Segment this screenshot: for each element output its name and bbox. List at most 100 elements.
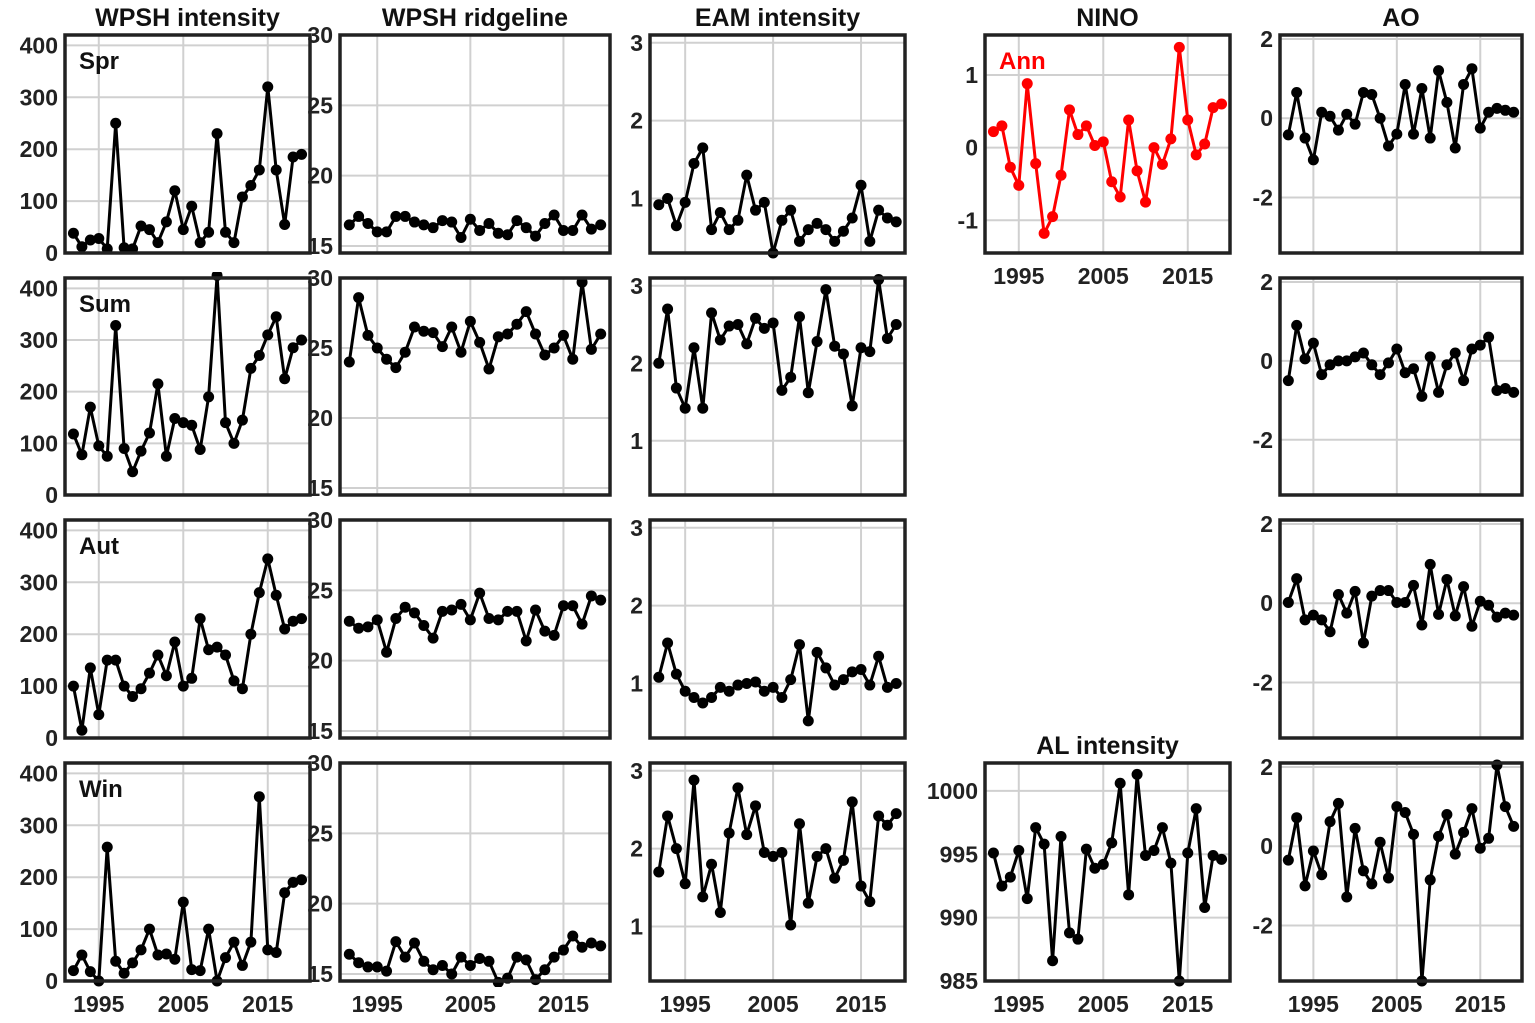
y-tick-label: 300 — [20, 812, 58, 838]
data-point — [688, 774, 700, 786]
data-point — [776, 214, 788, 226]
data-point — [270, 946, 282, 958]
panel-al-win: 985 990 995 1000 1995 2005 2015 AL intensity — [927, 732, 1232, 1017]
data-point — [714, 906, 726, 918]
data-point — [474, 952, 486, 964]
data-point — [110, 654, 122, 666]
data-point — [343, 356, 355, 368]
y-tick-label: 2 — [630, 593, 643, 619]
data-point — [1382, 140, 1394, 152]
data-point — [890, 216, 902, 228]
data-point — [785, 919, 797, 931]
data-point — [1433, 386, 1445, 398]
data-point — [706, 307, 718, 319]
data-point — [548, 629, 560, 641]
data-point — [1097, 858, 1109, 870]
data-point — [793, 235, 805, 247]
data-point — [662, 303, 674, 315]
data-point — [84, 234, 96, 246]
axes-frame — [338, 276, 612, 497]
data-point — [785, 371, 797, 383]
data-point — [520, 635, 532, 647]
data-point — [93, 709, 105, 721]
data-point — [793, 311, 805, 323]
data-point — [296, 874, 308, 886]
data-point — [220, 226, 232, 238]
panel-title: AO — [1382, 4, 1420, 32]
data-point — [262, 329, 274, 341]
y-tick-label: 995 — [940, 841, 979, 867]
x-tick-label: 2015 — [1162, 991, 1213, 1017]
data-point — [1316, 614, 1328, 626]
panel-ao-spr: -2 0 2 AO — [1253, 4, 1524, 255]
data-point — [1349, 585, 1361, 597]
data-point — [1349, 822, 1361, 834]
data-point — [1307, 609, 1319, 621]
x-tick-label: 1995 — [993, 991, 1044, 1017]
y-tick-label: 15 — [307, 475, 333, 501]
data-point — [270, 164, 282, 176]
data-point — [1307, 845, 1319, 857]
data-point — [820, 843, 832, 855]
data-point — [1030, 822, 1042, 834]
series-line — [72, 85, 303, 251]
series-group — [987, 41, 1228, 239]
y-tick-label: 20 — [307, 405, 333, 431]
data-point — [1508, 820, 1520, 832]
data-point — [76, 949, 88, 961]
y-tick-label: 0 — [45, 482, 58, 508]
data-point — [418, 619, 430, 631]
data-point — [732, 782, 744, 794]
series-line — [347, 280, 602, 371]
data-point — [890, 808, 902, 820]
data-point — [1458, 375, 1470, 387]
data-point — [1332, 124, 1344, 136]
data-point — [371, 961, 383, 973]
y-tick-label: 0 — [1260, 348, 1273, 374]
y-tick-label: 3 — [630, 30, 643, 56]
data-point — [1030, 158, 1042, 170]
data-point — [829, 679, 841, 691]
data-point — [211, 641, 223, 653]
panel-wpsh-int-win: 0 100 200 300 400 1995 2005 2015 Win — [20, 760, 312, 1017]
data-point — [228, 237, 240, 249]
axes-frame — [1278, 518, 1524, 740]
y-tick-label: 0 — [1260, 105, 1273, 131]
data-point — [127, 690, 139, 702]
panel-eam-sum: 1 2 3 — [630, 273, 907, 497]
panel-nino-ann: -1 0 1 1995 2005 2015 NINO Ann — [958, 4, 1232, 289]
data-point — [758, 685, 770, 697]
data-point — [548, 342, 560, 354]
x-tick-label: 1995 — [660, 991, 711, 1017]
data-point — [811, 646, 823, 658]
data-point — [1399, 79, 1411, 91]
y-tick-label: 30 — [307, 265, 333, 291]
data-point — [758, 847, 770, 859]
panel-title: EAM intensity — [695, 4, 860, 32]
data-point — [890, 319, 902, 330]
data-point — [996, 120, 1008, 132]
data-point — [399, 601, 411, 613]
data-point — [492, 614, 504, 626]
data-point — [390, 362, 402, 374]
data-point — [502, 229, 514, 241]
data-point — [1357, 637, 1369, 649]
y-tick-label: 1 — [630, 671, 643, 697]
data-point — [135, 445, 147, 457]
data-point — [557, 329, 569, 341]
y-tick-label: 100 — [20, 673, 58, 699]
panel-ao-sum: -2 0 2 — [1253, 269, 1524, 497]
data-point — [585, 937, 597, 949]
series-group — [67, 553, 308, 736]
data-point — [1449, 610, 1461, 622]
data-point — [1474, 122, 1486, 134]
data-point — [1391, 343, 1403, 355]
data-point — [846, 796, 858, 808]
panel-eam-aut: 1 2 3 — [630, 515, 907, 740]
data-point — [520, 222, 532, 234]
data-point — [846, 666, 858, 678]
y-tick-label: -2 — [1253, 427, 1273, 453]
data-point — [539, 217, 551, 229]
data-point — [418, 955, 430, 967]
data-point — [169, 185, 181, 197]
